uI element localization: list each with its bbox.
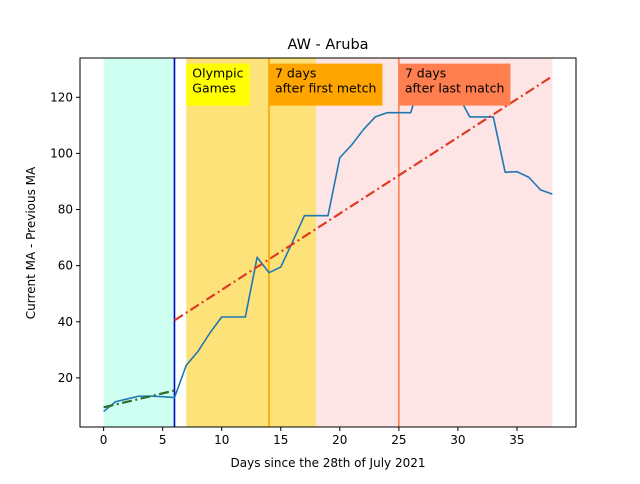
y-axis-ticks: 20 40 60 80 100 120 (50, 90, 80, 385)
chart-title: AW - Aruba (287, 37, 368, 53)
shaded-region-3 (316, 58, 553, 427)
y-tick-label: 80 (58, 203, 73, 217)
x-axis-ticks: 0 5 10 15 20 25 30 35 (100, 427, 525, 447)
y-tick-label: 100 (50, 146, 73, 160)
annotation-text: 7 days (405, 66, 446, 81)
y-axis-label: Current MA - Previous MA (24, 166, 38, 319)
y-tick-label: 40 (58, 315, 73, 329)
plot-frame (79, 57, 577, 428)
annotation-box (268, 63, 383, 106)
x-tick-label: 35 (509, 433, 524, 447)
annotation-text: Games (192, 81, 236, 96)
shaded-regions (103, 58, 553, 427)
annotation-text: after last match (405, 81, 505, 96)
shaded-region-2 (186, 58, 317, 427)
x-tick-label: 25 (391, 433, 406, 447)
annotation-text: Olympic (192, 66, 243, 81)
trend-line-1 (103, 389, 175, 409)
x-axis-label: Days since the 28th of July 2021 (231, 456, 426, 470)
x-tick-label: 30 (450, 433, 465, 447)
y-tick-label: 20 (58, 371, 73, 385)
shaded-region-1 (103, 58, 175, 427)
x-tick-label: 20 (332, 433, 347, 447)
annotation-text: after first metch (275, 81, 377, 96)
annotation-text: 7 days (275, 66, 316, 81)
x-tick-label: 5 (159, 433, 167, 447)
y-tick-label: 60 (58, 259, 73, 273)
annotation-box (398, 63, 511, 106)
x-tick-label: 0 (100, 433, 108, 447)
x-tick-label: 15 (273, 433, 288, 447)
series-line (103, 68, 553, 413)
y-tick-label: 120 (50, 90, 73, 104)
annotation-box (186, 63, 250, 106)
event-lines (173, 58, 400, 427)
x-tick-label: 10 (214, 433, 229, 447)
trend-line-2 (173, 75, 553, 322)
data-series (103, 68, 553, 413)
